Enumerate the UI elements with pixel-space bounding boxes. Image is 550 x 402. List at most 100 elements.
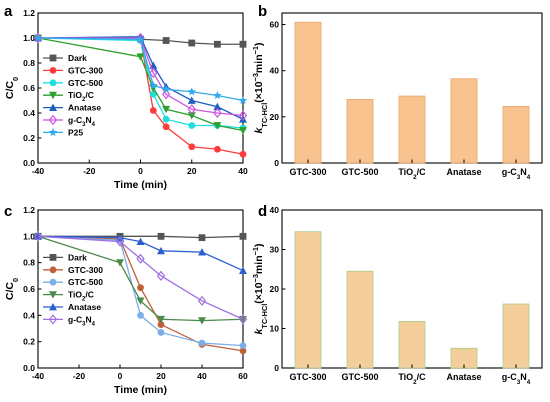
series-g-c3n4: [33, 231, 248, 325]
category-label: GTC-300: [289, 167, 326, 177]
category-label: g-C3N4: [502, 372, 531, 386]
chart-c: -40 -20 0 20 40 60 0.0 0.2 0.4 0.6 0.8 1.0 1.2 Time (…: [4, 205, 248, 396]
series-line: [37, 235, 244, 272]
series-tio2-c: [34, 232, 247, 325]
x-tick-label: 0: [138, 166, 143, 176]
category-label: GTC-500: [341, 372, 378, 382]
y-tick-label: 60: [270, 20, 280, 30]
data-point: [188, 39, 196, 47]
y-tick-label: 0.8: [23, 58, 35, 68]
y-tick-label: 20: [270, 112, 280, 122]
data-point: [187, 96, 196, 104]
data-point: [33, 231, 43, 242]
series-tio2-c: [34, 34, 247, 135]
data-point: [157, 246, 165, 255]
data-point: [136, 32, 145, 44]
x-tick-label: 40: [197, 371, 207, 381]
y-tick-label: 0.6: [23, 284, 35, 294]
bar-anatase: [450, 78, 478, 164]
series-p25: [33, 33, 248, 105]
category-label: Anatase: [446, 167, 481, 177]
data-point: [213, 122, 222, 130]
legend-entry: g-C3N4: [68, 115, 96, 128]
data-point: [188, 143, 196, 151]
y-tick-label: 1.0: [23, 231, 35, 241]
data-point: [239, 150, 247, 158]
legend-entry: P25: [68, 127, 83, 137]
y-tick-label: 0.2: [23, 133, 35, 143]
y-tick-label: 0: [274, 363, 279, 373]
data-point: [238, 110, 248, 121]
x-axis-title: Time (min): [114, 384, 167, 396]
series-line: [37, 235, 244, 322]
y-tick-label: 40: [270, 205, 280, 215]
x-tick-label: 20: [187, 166, 197, 176]
y-tick-label: 0.4: [23, 310, 35, 320]
data-point: [156, 270, 166, 281]
data-point: [239, 342, 247, 350]
x-tick-label: -20: [73, 371, 86, 381]
y-tick-label: 0.0: [23, 158, 35, 168]
data-point: [198, 317, 206, 325]
panel-label-c: c: [4, 203, 12, 220]
y-tick-label: 0.0: [23, 363, 35, 373]
legend-marker: [49, 103, 57, 111]
y-tick-label: 30: [270, 245, 280, 255]
bar-g-c3n4: [502, 303, 530, 369]
legend-entry: GTC-300: [68, 65, 103, 75]
data-point: [187, 104, 196, 115]
x-tick-label: -40: [32, 166, 45, 176]
legend-marker: [49, 254, 57, 261]
data-point: [137, 284, 144, 292]
legend-marker: [49, 291, 57, 299]
x-tick-label: -40: [32, 371, 45, 381]
category-label: Anatase: [446, 372, 481, 382]
data-point: [239, 127, 247, 135]
legend-entry: g-C3N4: [68, 314, 96, 327]
data-point: [213, 102, 222, 111]
chart-b: 0 20 40 60 GTC-300 GTC-500 TiO2/C Anatase g-C3N4…: [251, 12, 543, 181]
chart-d: 0 10 20 30 40 GTC-300 GTC-500 TiO2/C Anatase g-C3…: [251, 205, 543, 386]
panel-label-b: b: [258, 3, 267, 20]
data-point: [213, 91, 222, 100]
data-point: [187, 112, 196, 120]
data-point: [137, 311, 144, 319]
y-axis-title: C/C0: [4, 77, 20, 99]
data-point: [198, 234, 206, 242]
bar-gtc-500: [346, 270, 374, 369]
data-point: [161, 84, 171, 93]
legend-entry: Dark: [68, 252, 87, 262]
x-tick-label: 40: [238, 166, 248, 176]
legend-entry: GTC-500: [68, 277, 103, 287]
legend-marker: [49, 303, 57, 311]
legend-marker: [48, 114, 58, 126]
y-tick-label: 40: [270, 66, 280, 76]
data-point: [187, 87, 196, 96]
legend-entry: GTC-300: [68, 265, 103, 275]
series-line: [37, 235, 244, 320]
bar-tio2-c: [398, 320, 426, 369]
y-axis-title: kTC-HCl(×10−3min−1): [251, 43, 269, 134]
data-point: [238, 314, 248, 325]
data-point: [162, 105, 171, 114]
category-label: TiO2/C: [398, 372, 426, 386]
bar-g-c3n4: [502, 106, 530, 164]
x-tick-label: 60: [238, 371, 248, 381]
data-point: [115, 236, 125, 247]
data-point: [198, 339, 206, 347]
data-point: [213, 40, 221, 48]
data-point: [162, 115, 170, 123]
legend-marker: [49, 67, 57, 74]
legend-marker: [48, 314, 58, 325]
y-tick-label: 1.0: [23, 33, 35, 43]
bar-gtc-500: [346, 99, 374, 164]
category-label: GTC-300: [289, 372, 326, 382]
data-point: [239, 40, 247, 48]
data-point: [162, 37, 170, 44]
y-axis-title: C/C0: [4, 278, 20, 300]
y-tick-label: 10: [270, 324, 280, 334]
data-point: [238, 96, 248, 105]
